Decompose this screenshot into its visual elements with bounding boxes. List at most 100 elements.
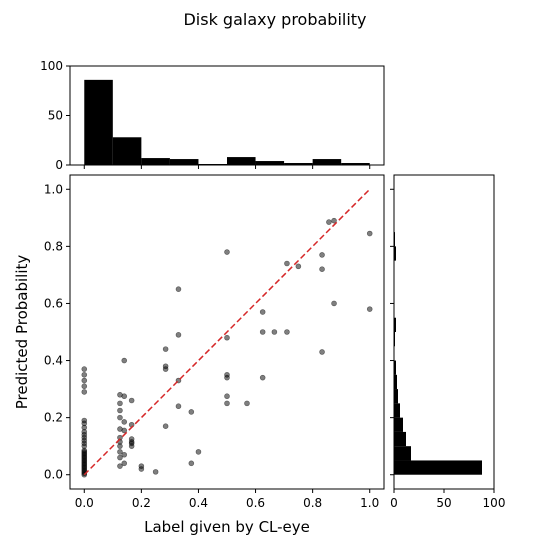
scatter-point-56 <box>138 463 145 469</box>
scatter-point-26 <box>81 417 88 424</box>
x-tick-label-0: 0.0 <box>75 496 94 510</box>
top-hist-y-tick-label-1: 50 <box>48 109 63 123</box>
scatter-point-57 <box>152 469 159 475</box>
top-hist-bar-8 <box>312 159 342 165</box>
y-axis-title: Predicted Probability <box>13 255 31 410</box>
scatter-point-48 <box>121 393 128 400</box>
right-hist-bar-5 <box>394 389 398 404</box>
top-hist-bar-9 <box>341 163 370 165</box>
right-hist-bar-3 <box>394 417 403 432</box>
scatter-point-41 <box>117 400 123 407</box>
scatter-point-54 <box>128 397 135 404</box>
scatter-point-27 <box>81 389 88 395</box>
right-hist-x-tick-label-1: 50 <box>436 496 451 510</box>
right-hist-bar-1 <box>394 446 411 461</box>
right-hist-bar-0 <box>394 460 482 475</box>
scatter-point-44 <box>121 460 128 467</box>
x-tick-label-5: 1.0 <box>360 496 379 510</box>
scatter-point-84 <box>319 266 325 273</box>
y-tick-label-4: 0.8 <box>44 239 63 253</box>
right-hist-x-tick-label-2: 100 <box>483 496 506 510</box>
scatter-frame <box>69 174 385 490</box>
scatter-point-81 <box>284 260 290 267</box>
top-histogram-bars <box>84 79 370 165</box>
right-histogram: 0 50 100 <box>390 174 506 510</box>
chart-title: Disk galaxy probability <box>183 10 366 29</box>
scatter-point-76 <box>259 374 266 381</box>
right-hist-bar-7 <box>394 360 396 375</box>
scatter-point-79 <box>271 329 278 335</box>
x-tick-label-3: 0.6 <box>246 496 265 510</box>
scatter-ticks: 0.0 0.2 0.4 0.6 0.8 1.0 0.0 0.2 0.4 0.6 0.8 1.0 <box>44 182 379 510</box>
top-histogram-ticks: 0 50 100 <box>40 59 371 172</box>
y-tick-label-1: 0.2 <box>44 411 63 425</box>
y-tick-label-0: 0.0 <box>44 468 63 482</box>
right-hist-x-tick-label-0: 0 <box>390 496 398 510</box>
top-hist-bar-7 <box>284 163 313 165</box>
scatter-point-33 <box>117 454 123 461</box>
scatter-point-60 <box>162 363 169 370</box>
scatter-plot: 0.0 0.2 0.4 0.6 0.8 1.0 0.0 0.2 0.4 0.6 0.8 1.0 <box>44 174 385 510</box>
right-histogram-frame <box>393 174 495 490</box>
x-axis-title: Label given by CL-eye <box>144 518 310 536</box>
y-tick-label-2: 0.4 <box>44 354 63 368</box>
top-hist-bar-3 <box>169 159 199 165</box>
scatter-point-73 <box>224 334 230 341</box>
scatter-point-61 <box>162 346 169 352</box>
scatter-point-87 <box>331 300 337 307</box>
right-hist-bar-10 <box>394 317 396 332</box>
scatter-point-70 <box>224 393 230 400</box>
x-tick-label-1: 0.2 <box>132 496 151 510</box>
scatter-point-89 <box>366 306 373 312</box>
scatter-point-74 <box>224 249 230 255</box>
scatter-point-32 <box>117 463 123 469</box>
scatter-point-68 <box>195 449 202 455</box>
scatter-point-75 <box>244 400 250 407</box>
scatter-point-65 <box>175 286 182 292</box>
scatter-point-37 <box>117 434 123 441</box>
scatter-points <box>81 217 373 478</box>
scatter-point-28 <box>81 383 88 390</box>
top-hist-y-tick-label-0: 0 <box>55 158 63 172</box>
scatter-point-86 <box>326 219 332 225</box>
x-tick-label-2: 0.4 <box>189 496 208 510</box>
scatter-point-45 <box>121 451 128 458</box>
top-hist-bar-5 <box>227 157 256 165</box>
scatter-point-31 <box>81 366 88 372</box>
scatter-point-67 <box>188 409 195 415</box>
scatter-point-64 <box>175 332 182 338</box>
scatter-point-69 <box>224 400 230 407</box>
scatter-point-62 <box>175 403 182 410</box>
scatter-point-40 <box>117 407 123 414</box>
scatter-point-80 <box>284 329 290 335</box>
right-hist-bar-2 <box>394 431 406 447</box>
scatter-point-78 <box>259 309 266 315</box>
scatter-point-47 <box>121 419 128 425</box>
y-tick-label-5: 1.0 <box>44 182 63 196</box>
right-hist-bar-15 <box>394 246 396 261</box>
top-hist-y-tick-label-2: 100 <box>40 59 63 73</box>
right-hist-bar-6 <box>394 374 397 390</box>
scatter-point-72 <box>224 372 230 378</box>
scatter-point-77 <box>259 329 266 335</box>
scatter-point-58 <box>162 423 169 430</box>
top-hist-bar-2 <box>141 158 170 165</box>
reference-line <box>83 188 371 476</box>
scatter-point-88 <box>331 217 337 224</box>
scatter-point-85 <box>319 252 325 258</box>
scatter-point-82 <box>295 263 302 270</box>
y-tick-label-3: 0.6 <box>44 296 63 310</box>
scatter-point-34 <box>117 449 123 455</box>
scatter-point-39 <box>117 414 123 421</box>
scatter-point-30 <box>81 372 88 378</box>
top-hist-bar-0 <box>84 79 113 165</box>
right-histogram-ticks: 0 50 100 <box>390 188 506 510</box>
right-histogram-bars <box>394 232 482 475</box>
right-hist-bar-4 <box>394 403 400 418</box>
x-tick-label-4: 0.8 <box>303 496 322 510</box>
scatter-point-83 <box>319 349 325 355</box>
top-histogram-frame <box>69 65 385 166</box>
scatter-point-46 <box>121 427 128 434</box>
scatter-point-43 <box>121 357 128 364</box>
top-hist-bar-6 <box>255 161 285 165</box>
